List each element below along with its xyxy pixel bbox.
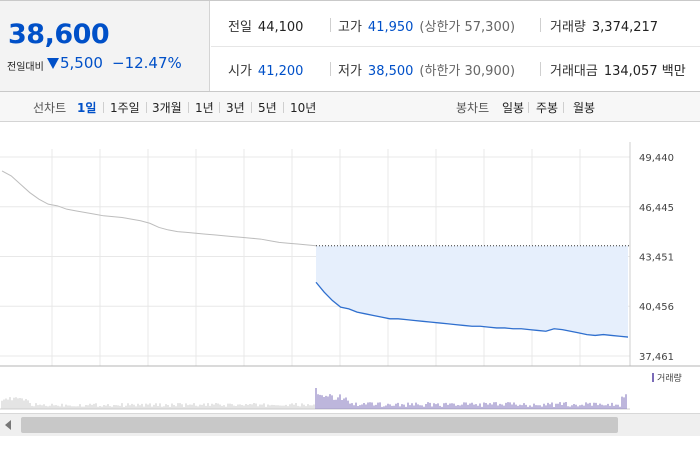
tab-separator — [283, 102, 284, 113]
stat-open: 시가 41,200 — [228, 64, 304, 79]
separator — [540, 18, 541, 32]
tab-3m[interactable]: 3개월 — [152, 101, 182, 115]
tab-separator — [219, 102, 220, 113]
tab-weekly-candle[interactable]: 주봉 — [536, 101, 559, 115]
y-tick-label: 49,440 — [639, 153, 674, 164]
y-tick-label: 43,451 — [639, 252, 674, 263]
quote-summary: 38,600 전일대비 5,500 −12.47% 전일 44,100 고가 41,… — [0, 0, 700, 92]
separator — [330, 18, 331, 32]
separator — [540, 62, 541, 76]
chart-tabs: 선차트 1일 1주일 3개월 1년 3년 5년 10년 봉차트 일봉 주봉 월봉 — [0, 92, 700, 122]
tab-separator — [528, 102, 529, 113]
candle-chart-label: 봉차트 — [456, 101, 490, 115]
y-tick-label: 37,461 — [639, 352, 674, 363]
down-arrow-icon — [47, 58, 59, 69]
y-tick-label: 40,456 — [639, 302, 674, 313]
tab-1d[interactable]: 1일 — [77, 101, 97, 115]
volume-legend-icon — [652, 373, 654, 382]
tab-10y[interactable]: 10년 — [290, 101, 317, 115]
current-price: 38,600 — [8, 19, 110, 50]
tab-separator — [563, 102, 564, 113]
tab-1y[interactable]: 1년 — [195, 101, 214, 115]
chart-scrollbar[interactable] — [0, 413, 700, 436]
current-day-line — [315, 281, 629, 338]
change-percent: −12.47% — [112, 54, 182, 72]
previous-day-line — [1, 170, 317, 247]
y-tick-label: 46,445 — [639, 203, 674, 214]
day-range-area — [316, 245, 628, 338]
price-box: 38,600 전일대비 5,500 −12.47% — [0, 1, 210, 91]
tab-1w[interactable]: 1주일 — [110, 101, 140, 115]
stat-volume: 거래량 3,374,217 — [550, 20, 659, 35]
line-chart-label: 선차트 — [33, 101, 67, 115]
tab-3y[interactable]: 3년 — [226, 101, 245, 115]
stat-amount: 거래대금 134,057 백만 — [550, 64, 686, 79]
stat-high: 고가 41,950 (상한가 57,300) — [338, 20, 516, 35]
stat-prev-close: 전일 44,100 — [228, 20, 304, 35]
scroll-left-icon[interactable] — [5, 420, 11, 430]
row-divider — [211, 46, 700, 47]
tab-separator — [103, 102, 104, 113]
scroll-thumb[interactable] — [21, 417, 618, 433]
volume-label: 거래량 — [657, 372, 682, 384]
price-chart[interactable]: 49,440 46,445 43,451 40,456 37,461 거래량 — [0, 122, 700, 412]
tab-separator — [251, 102, 252, 113]
change-label: 전일대비 — [7, 62, 44, 73]
tab-daily-candle[interactable]: 일봉 — [502, 101, 525, 115]
tab-5y[interactable]: 5년 — [258, 101, 277, 115]
stat-low: 저가 38,500 (하한가 30,900) — [338, 64, 516, 79]
separator — [330, 62, 331, 76]
tab-separator — [146, 102, 147, 113]
tab-monthly-candle[interactable]: 월봉 — [573, 101, 596, 115]
change-amount: 5,500 — [60, 54, 103, 72]
tab-separator — [188, 102, 189, 113]
